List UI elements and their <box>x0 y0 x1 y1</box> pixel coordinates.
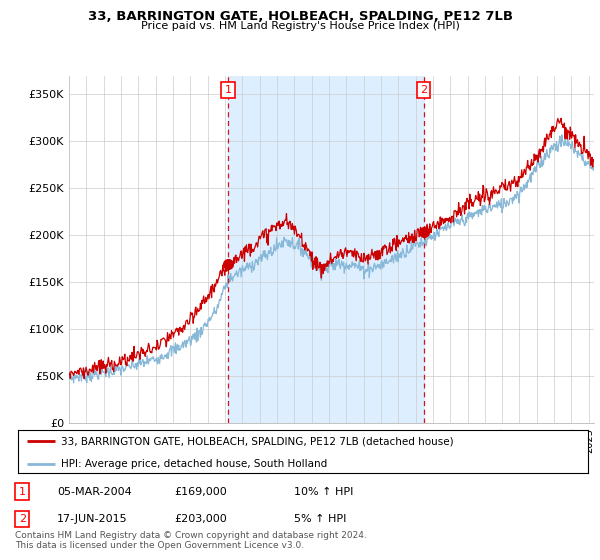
Text: 17-JUN-2015: 17-JUN-2015 <box>57 514 128 524</box>
Text: 2: 2 <box>420 85 427 95</box>
Text: Price paid vs. HM Land Registry's House Price Index (HPI): Price paid vs. HM Land Registry's House … <box>140 21 460 31</box>
Text: 2: 2 <box>19 514 26 524</box>
Text: Contains HM Land Registry data © Crown copyright and database right 2024.
This d: Contains HM Land Registry data © Crown c… <box>15 530 367 550</box>
Text: 5% ↑ HPI: 5% ↑ HPI <box>294 514 346 524</box>
Text: 10% ↑ HPI: 10% ↑ HPI <box>294 487 353 497</box>
Text: £169,000: £169,000 <box>174 487 227 497</box>
Text: 1: 1 <box>19 487 26 497</box>
Text: 05-MAR-2004: 05-MAR-2004 <box>57 487 132 497</box>
Text: HPI: Average price, detached house, South Holland: HPI: Average price, detached house, Sout… <box>61 459 327 469</box>
Bar <box>228 76 424 423</box>
Text: 1: 1 <box>224 85 232 95</box>
Text: £203,000: £203,000 <box>174 514 227 524</box>
Text: 33, BARRINGTON GATE, HOLBEACH, SPALDING, PE12 7LB: 33, BARRINGTON GATE, HOLBEACH, SPALDING,… <box>88 10 512 23</box>
Text: 33, BARRINGTON GATE, HOLBEACH, SPALDING, PE12 7LB (detached house): 33, BARRINGTON GATE, HOLBEACH, SPALDING,… <box>61 436 454 446</box>
